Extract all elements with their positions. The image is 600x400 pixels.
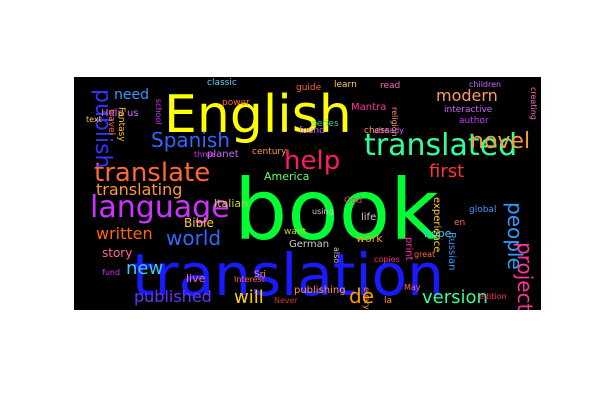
word-will: will	[234, 287, 264, 308]
word-may: May	[404, 283, 421, 292]
word-everyone: everyone	[362, 287, 371, 310]
word-planet: planet	[207, 149, 239, 160]
word-already: already	[374, 126, 404, 135]
word-hope: hope	[424, 227, 452, 240]
word-edition: edition	[479, 292, 507, 301]
word-read: read	[380, 81, 400, 91]
word-version: version	[422, 287, 488, 308]
word-translating: translating	[96, 180, 182, 199]
word-publishing: publishing	[294, 285, 346, 296]
word-using: using	[312, 207, 334, 216]
word-en: en	[454, 218, 465, 228]
word-modern: modern	[436, 86, 498, 105]
word-series: series	[312, 119, 339, 129]
word-religion: religion	[390, 107, 399, 137]
word-project: project	[513, 242, 537, 310]
word-new: new	[126, 258, 163, 279]
word-written: written	[96, 224, 153, 243]
word-help: help	[284, 146, 340, 176]
word-first: first	[429, 161, 464, 182]
word-cloud: book translation English language translated…	[74, 77, 541, 310]
word-translation: translation	[132, 241, 444, 309]
word-fund: fund	[102, 268, 120, 277]
word-need: need	[114, 87, 149, 103]
word-creating: creating	[529, 87, 538, 120]
word-german: German	[289, 239, 329, 250]
word-global: global	[469, 205, 496, 215]
word-interactive: interactive	[444, 105, 493, 115]
word-want: want	[284, 227, 307, 237]
word-world: world	[166, 226, 221, 250]
word-school: school	[154, 99, 163, 125]
word-text: text	[86, 115, 102, 124]
word-chess: chess	[364, 126, 390, 136]
word-fantasy: Fantasy	[116, 107, 126, 142]
word-guide: guide	[296, 83, 322, 93]
word-story: story	[102, 246, 132, 260]
word-america: America	[264, 170, 309, 183]
word-book: book	[234, 161, 439, 259]
word-novel: novel	[470, 129, 530, 154]
word-print: print	[403, 237, 414, 261]
word-people: people	[503, 202, 527, 270]
word-interest: Interest	[234, 275, 265, 284]
word-never: Never	[274, 296, 299, 305]
word-translate: translate	[94, 158, 210, 188]
word-language: language	[90, 190, 230, 225]
word-great: great	[414, 250, 435, 259]
word-also: also	[332, 247, 341, 263]
word-live: live	[186, 272, 206, 285]
word-sri: Sri	[254, 270, 266, 280]
word-bible: Bible	[184, 216, 214, 230]
word-de: de	[349, 284, 374, 308]
word-author: author	[459, 116, 489, 126]
word-three: three	[194, 150, 215, 159]
word-experience: experience	[431, 197, 442, 252]
word-power: power	[222, 98, 250, 108]
word-god: God	[344, 196, 362, 206]
word-published: published	[134, 287, 212, 306]
word-publish: publish	[90, 89, 115, 169]
word-life: life	[361, 212, 376, 223]
word-work: work	[356, 232, 383, 245]
word-children: children	[469, 80, 501, 89]
word-travel: travel	[106, 109, 116, 135]
word-copies: copies	[374, 255, 400, 264]
word-la: la	[384, 296, 392, 306]
cloud-background	[74, 77, 541, 310]
word-century: century	[252, 147, 287, 157]
word-mantra: Mantra	[351, 102, 386, 113]
word-cloud-canvas: booktranslationEnglishlanguagetranslated…	[74, 77, 541, 310]
word-translated: translated	[364, 128, 517, 163]
word-russian: Russian	[446, 232, 457, 271]
word-english: English	[164, 85, 352, 145]
word-learn: learn	[334, 80, 357, 90]
word-classic: classic	[207, 78, 237, 88]
word-italian: Italian	[214, 197, 248, 210]
word-spanish: Spanish	[151, 128, 230, 152]
word-found: found	[299, 126, 325, 136]
word-help-us: Help us	[101, 108, 139, 119]
